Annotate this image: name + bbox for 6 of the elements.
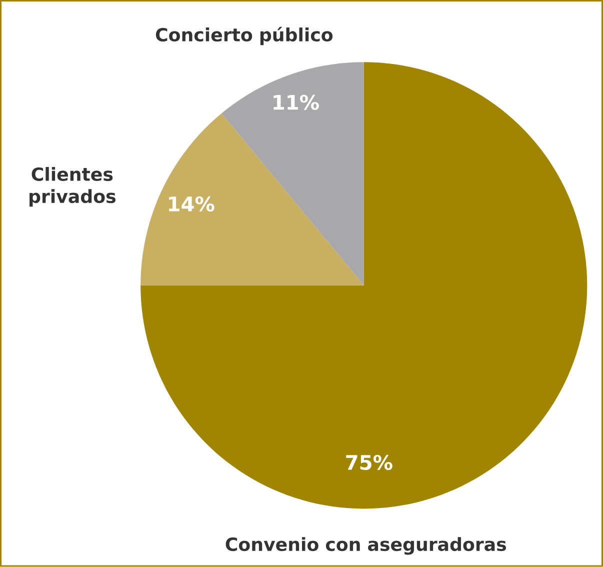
slice-label: Concierto público <box>156 26 333 46</box>
slice-label: Convenio con aseguradoras <box>226 537 506 555</box>
data-label: 75% <box>346 454 392 470</box>
data-label: 14% <box>169 196 214 212</box>
data-label: 11% <box>274 94 319 110</box>
slice-label: Clientes privados <box>30 167 116 207</box>
